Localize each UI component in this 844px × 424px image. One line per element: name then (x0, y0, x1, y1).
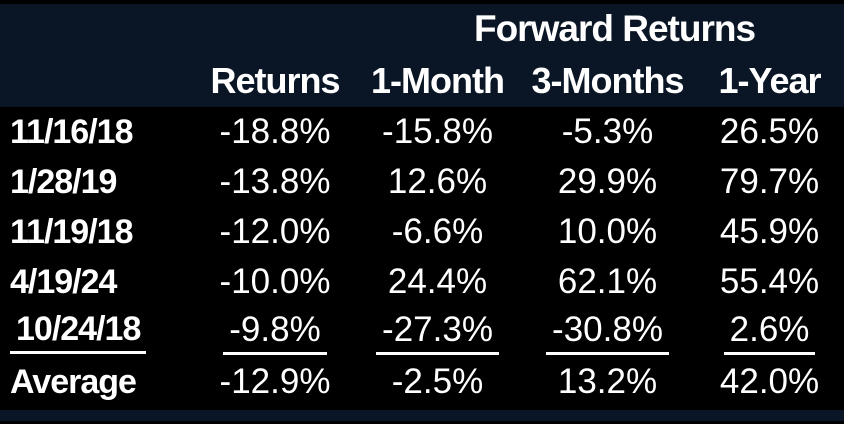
value-text: -27.3% (376, 310, 499, 355)
table-row: 1/28/19 -13.8% 12.6% 29.9% 79.7% (0, 157, 844, 207)
column-header-row: Returns 1-Month 3-Months 1-Year (0, 54, 844, 107)
value-text: -30.8% (546, 310, 669, 355)
value-cell: -13.8% (195, 157, 355, 207)
row-label: 10/24/18 (0, 307, 195, 357)
value-text: -13.8% (219, 162, 331, 201)
row-label: 1/28/19 (0, 157, 195, 207)
value-cell: 79.7% (695, 157, 844, 207)
row-label-text: Average (10, 362, 137, 401)
group-header-forward-returns: Forward Returns (355, 2, 844, 54)
table-row: 11/19/18 -12.0% -6.6% 10.0% 45.9% (0, 207, 844, 257)
value-text: 10.0% (557, 212, 658, 251)
row-label: 11/19/18 (0, 207, 195, 257)
row-label: 11/16/18 (0, 107, 195, 157)
value-cell: -6.6% (355, 207, 520, 257)
value-cell: -18.8% (195, 107, 355, 157)
value-cell: 2.6% (695, 307, 844, 357)
value-text: 2.6% (723, 310, 816, 355)
table-row: 11/16/18 -18.8% -15.8% -5.3% 26.5% (0, 107, 844, 157)
value-cell: 62.1% (520, 257, 695, 307)
value-text: -6.6% (391, 212, 484, 251)
value-cell: -30.8% (520, 307, 695, 357)
row-label: 4/19/24 (0, 257, 195, 307)
forward-returns-table: Forward Returns Returns 1-Month 3-Months 1-… (0, 2, 844, 407)
value-cell: 26.5% (695, 107, 844, 157)
value-text: -15.8% (382, 112, 493, 151)
table-row: 4/19/24 -10.0% 24.4% 62.1% 55.4% (0, 257, 844, 307)
value-cell: -12.9% (195, 357, 355, 407)
value-text: -10.0% (219, 262, 331, 301)
value-cell: -9.8% (195, 307, 355, 357)
value-text: -9.8% (223, 310, 327, 355)
value-cell: -2.5% (355, 357, 520, 407)
value-cell: -12.0% (195, 207, 355, 257)
value-text: -12.9% (219, 362, 331, 401)
group-header-row: Forward Returns (0, 2, 844, 54)
value-text: 24.4% (387, 262, 488, 301)
column-header: 1-Month (355, 54, 520, 107)
row-label-text: 10/24/18 (10, 310, 147, 354)
row-label-text: 11/19/18 (10, 212, 133, 251)
row-label-text: 1/28/19 (10, 162, 117, 201)
value-cell: -10.0% (195, 257, 355, 307)
value-text: -5.3% (561, 112, 654, 151)
value-text: -12.0% (219, 212, 331, 251)
table-row: 10/24/18 -9.8% -27.3% -30.8% 2.6% (0, 307, 844, 357)
value-cell: -15.8% (355, 107, 520, 157)
value-text: 62.1% (557, 262, 658, 301)
footer-strip (0, 410, 844, 421)
value-text: 13.2% (557, 362, 658, 401)
value-text: 55.4% (719, 262, 820, 301)
value-text: -18.8% (219, 112, 331, 151)
column-header: 1-Year (695, 54, 844, 107)
row-label: Average (0, 357, 195, 407)
value-text: 26.5% (719, 112, 820, 151)
value-cell: 12.6% (355, 157, 520, 207)
row-label-text: 11/16/18 (10, 112, 133, 151)
value-text: 45.9% (719, 212, 820, 251)
value-cell: 13.2% (520, 357, 695, 407)
value-text: -2.5% (391, 362, 484, 401)
value-cell: 55.4% (695, 257, 844, 307)
table-row: Average -12.9% -2.5% 13.2% 42.0% (0, 357, 844, 407)
value-text: 42.0% (719, 362, 820, 401)
value-text: 29.9% (557, 162, 658, 201)
value-cell: 45.9% (695, 207, 844, 257)
value-cell: 24.4% (355, 257, 520, 307)
row-label-text: 4/19/24 (10, 262, 117, 301)
group-header-spacer (0, 2, 355, 54)
value-cell: 29.9% (520, 157, 695, 207)
value-cell: 10.0% (520, 207, 695, 257)
date-column-header (0, 54, 195, 107)
value-cell: -27.3% (355, 307, 520, 357)
value-text: 79.7% (719, 162, 820, 201)
column-header: Returns (195, 54, 355, 107)
value-text: 12.6% (387, 162, 488, 201)
value-cell: 42.0% (695, 357, 844, 407)
column-header: 3-Months (520, 54, 695, 107)
value-cell: -5.3% (520, 107, 695, 157)
